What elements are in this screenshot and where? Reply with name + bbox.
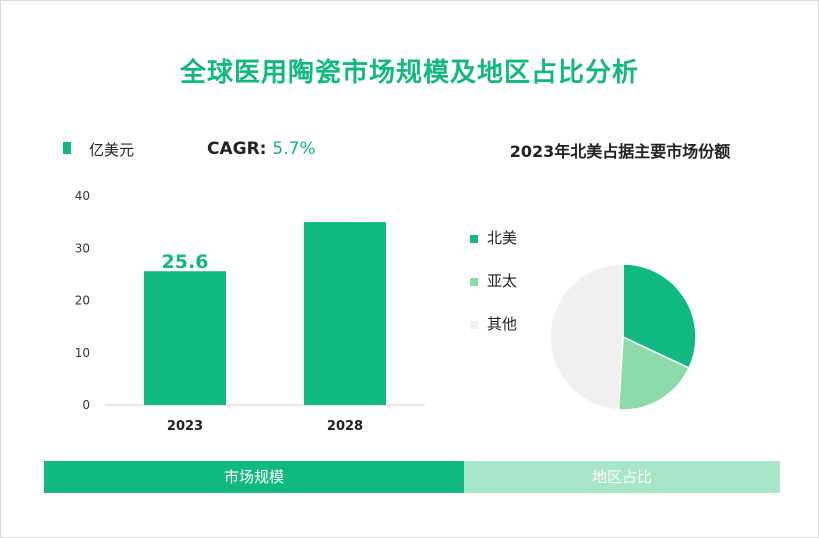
pie-legend-item-north-america: 北美 <box>470 227 517 248</box>
pie-title: 2023年北美占据主要市场份额 <box>509 142 731 161</box>
x-tick-label: 2023 <box>167 419 203 434</box>
legend-swatch <box>63 142 71 154</box>
pie-legend-label: 其他 <box>487 315 518 333</box>
x-tick-label: 2028 <box>327 419 363 434</box>
bar <box>144 271 226 405</box>
tab-market-size[interactable]: 市场规模 <box>44 461 464 493</box>
data-label: 25.6 <box>162 251 209 273</box>
pie-legend-label: 亚太 <box>487 272 518 290</box>
pie-legend-label: 北美 <box>487 229 518 247</box>
pie-legend-swatch <box>470 234 478 243</box>
pie-slice <box>622 263 697 370</box>
tab-region-share[interactable]: 地区占比 <box>464 461 780 493</box>
pie-legend-swatch <box>470 320 478 329</box>
y-tick-label: 10 <box>75 346 90 360</box>
pie-slice <box>617 335 691 411</box>
pie-legend-item-asia-pacific: 亚太 <box>470 270 517 291</box>
pie-legend-item-other: 其他 <box>470 313 517 334</box>
y-tick-label: 20 <box>75 294 90 308</box>
y-tick-label: 30 <box>75 241 90 255</box>
chart-title: 全球医用陶瓷市场规模及地区占比分析 <box>179 58 639 88</box>
pie-slice <box>549 263 624 411</box>
y-tick-label: 0 <box>82 398 90 412</box>
pie-legend-swatch <box>470 277 478 286</box>
cagr-label: CAGR: <box>207 139 267 159</box>
legend-label: 亿美元 <box>89 141 135 159</box>
bar <box>304 222 386 405</box>
cagr-value: 5.7% <box>272 139 316 159</box>
y-tick-label: 40 <box>75 189 90 203</box>
cagr-text: CAGR: 5.7% <box>207 139 316 159</box>
